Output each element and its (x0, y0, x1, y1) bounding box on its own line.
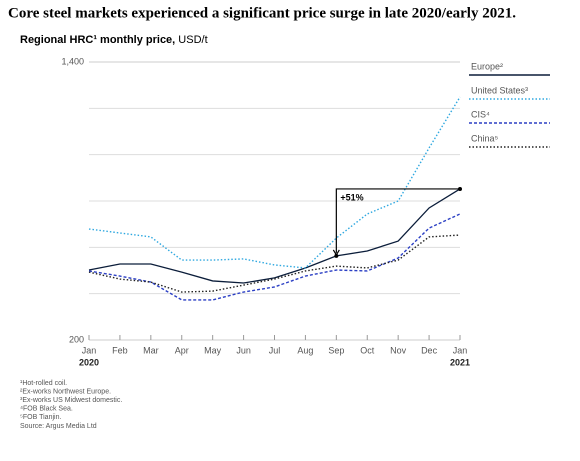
unit: USD/t (175, 34, 207, 46)
x-tick-label: Apr (175, 345, 189, 355)
x-tick-label: Jun (236, 345, 251, 355)
x-tick-label: Sep (328, 345, 344, 355)
y-tick-label: 200 (69, 334, 84, 344)
annotation-point (334, 253, 339, 258)
annotation-point (458, 186, 462, 191)
legend-label: CIS⁴ (471, 109, 490, 119)
series-line (88, 188, 461, 284)
annotation-label: +51% (340, 192, 363, 202)
x-year-label: 2021 (450, 357, 470, 367)
subtitle: Regional HRC¹ monthly price, (20, 34, 175, 46)
y-tick-label: 1,400 (61, 56, 84, 66)
footnote: ²Ex-works Northwest Europe. (20, 388, 111, 395)
annotation-bracket (335, 188, 460, 253)
x-tick-label: Aug (297, 345, 313, 355)
legend-label: United States³ (471, 85, 528, 95)
x-tick-label: Jul (269, 345, 281, 355)
x-tick-label: Oct (360, 345, 375, 355)
x-tick-label: May (204, 345, 222, 355)
series-line (88, 213, 461, 301)
footnote: ¹Hot-rolled coil. (20, 380, 67, 387)
x-tick-label: Nov (390, 345, 407, 355)
x-tick-label: Mar (143, 345, 159, 355)
footnote: ³Ex-works US Midwest domestic. (20, 397, 122, 404)
chart-title: Core steel markets experienced a signifi… (8, 5, 516, 21)
footnote: Source: Argus Media Ltd (20, 423, 97, 430)
x-tick-label: Feb (112, 345, 128, 355)
x-tick-label: Jan (82, 345, 97, 355)
footnote: ⁵FOB Tianjin. (20, 414, 61, 421)
legend-label: Europe² (471, 61, 503, 71)
footnote: ⁴FOB Black Sea. (20, 406, 73, 413)
series-line (88, 96, 461, 269)
series-line (88, 234, 461, 293)
legend-label: China⁵ (471, 133, 499, 143)
x-tick-label: Jan (453, 345, 468, 355)
x-tick-label: Dec (421, 345, 438, 355)
x-year-label: 2020 (79, 357, 99, 367)
chart-subtitle: Regional HRC¹ monthly price, USD/t (20, 34, 208, 46)
